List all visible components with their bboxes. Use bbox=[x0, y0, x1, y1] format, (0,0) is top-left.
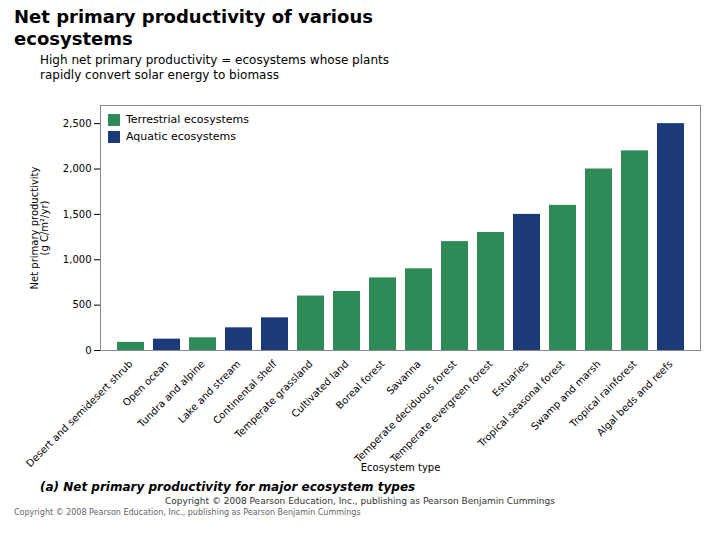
svg-text:500: 500 bbox=[72, 300, 91, 311]
svg-text:Tropical rainforest: Tropical rainforest bbox=[567, 358, 639, 430]
svg-text:2,000: 2,000 bbox=[63, 163, 92, 174]
svg-text:Net primary productivity(g C/m: Net primary productivity(g C/m²/yr) bbox=[29, 167, 50, 290]
svg-text:Algal beds and reefs: Algal beds and reefs bbox=[595, 358, 675, 438]
svg-text:Open ocean: Open ocean bbox=[120, 358, 171, 409]
svg-text:Desert and semidesert shrub: Desert and semidesert shrub bbox=[24, 358, 135, 469]
svg-text:Estuaries: Estuaries bbox=[490, 358, 531, 399]
svg-text:Tundra and alpine: Tundra and alpine bbox=[135, 358, 207, 430]
svg-text:Tropical seasonal forest: Tropical seasonal forest bbox=[475, 358, 567, 450]
html-text:Net primary productivity of va: Net primary productivity of various ecos… bbox=[14, 6, 373, 49]
svg-text:Temperate deciduous forest: Temperate deciduous forest bbox=[352, 358, 459, 465]
svg-text:2,500: 2,500 bbox=[63, 118, 92, 129]
html-text:Copyright © 2008 Pearson Educa: Copyright © 2008 Pearson Education, Inc.… bbox=[14, 508, 361, 518]
svg-text:Temperate evergreen forest: Temperate evergreen forest bbox=[388, 358, 495, 465]
svg-text:1,500: 1,500 bbox=[63, 209, 92, 220]
svg-text:Lake and stream: Lake and stream bbox=[176, 358, 243, 425]
svg-text:Boreal forest: Boreal forest bbox=[334, 358, 387, 411]
svg-text:Ecosystem type: Ecosystem type bbox=[361, 462, 441, 473]
svg-text:Swamp and marsh: Swamp and marsh bbox=[529, 358, 603, 432]
svg-text:Continental shelf: Continental shelf bbox=[211, 358, 279, 426]
svg-text:0: 0 bbox=[85, 345, 91, 356]
html-text:(a) Net primary productivity f: (a) Net primary productivity for major e… bbox=[40, 480, 416, 495]
html-text:High net primary productivity: High net primary productivity = ecosyste… bbox=[40, 53, 389, 83]
html-text:Aquatic ecosystems: Aquatic ecosystems bbox=[126, 130, 236, 144]
svg-text:1,000: 1,000 bbox=[63, 254, 92, 265]
html-text:Terrestrial ecosystems: Terrestrial ecosystems bbox=[126, 113, 249, 127]
svg-text:Savanna: Savanna bbox=[384, 358, 423, 397]
svg-text:Cultivated land: Cultivated land bbox=[289, 358, 351, 420]
svg-text:Temperate grassland: Temperate grassland bbox=[232, 358, 315, 441]
html-text:Copyright © 2008 Pearson Educa: Copyright © 2008 Pearson Education, Inc.… bbox=[165, 496, 555, 507]
